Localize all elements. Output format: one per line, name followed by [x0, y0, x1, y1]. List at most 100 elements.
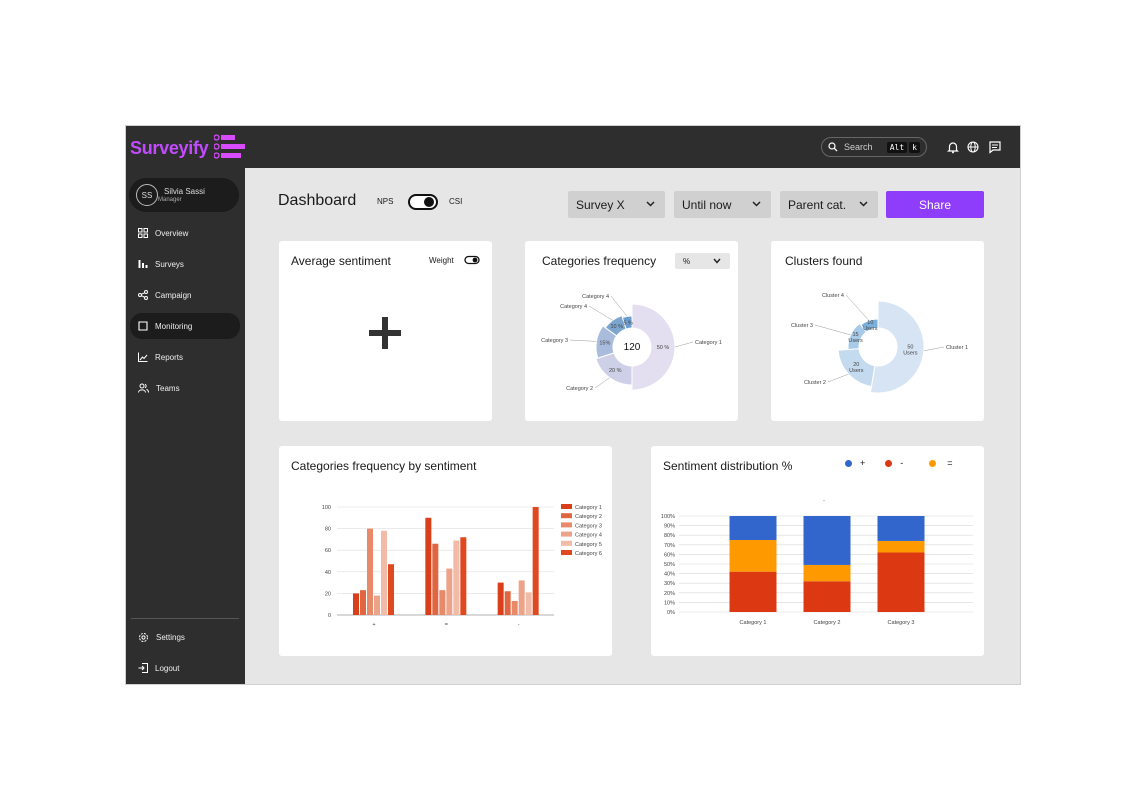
category-select-value: Parent cat. — [788, 197, 847, 212]
categories-frequency-donut: 50 % Category 1 20 % Category 2 15% Category … — [541, 294, 722, 392]
sidebar-item-overview[interactable]: Overview — [130, 220, 240, 246]
share-button[interactable]: Share — [886, 191, 984, 218]
weight-toggle[interactable] — [464, 255, 480, 265]
kbd-k: k — [909, 141, 920, 153]
x-tick-label: = — [445, 622, 448, 628]
sidebar-item-campaign[interactable]: Campaign — [130, 282, 240, 308]
legend-label: Category 3 — [575, 523, 602, 529]
kbd-alt: Alt — [886, 141, 908, 153]
y-tick-label: 0% — [667, 610, 675, 616]
sidebar-item-logout[interactable]: Logout — [130, 655, 240, 681]
survey-select[interactable]: Survey X — [568, 191, 665, 218]
donut-value-label: 50 % — [657, 345, 670, 351]
avatar: SS — [136, 184, 158, 206]
sidebar-item-monitoring[interactable]: Monitoring — [130, 313, 240, 339]
bell-icon[interactable] — [946, 140, 960, 154]
search-icon — [828, 142, 838, 152]
bar — [525, 592, 532, 615]
period-select[interactable]: Until now — [674, 191, 771, 218]
categories-frequency-by-sentiment-card: Categories frequency by sentiment 0 20 40 6… — [279, 446, 612, 656]
bar — [532, 507, 539, 615]
clusters-found-card: Clusters found 50 Users Cluster 1 20 Users Cl… — [771, 241, 984, 421]
categories-frequency-card: Categories frequency % 50 % Category 1 20 … — [525, 241, 738, 421]
donut-category-label: Cluster 4 — [822, 293, 844, 299]
legend-swatch — [561, 531, 572, 537]
sidebar-item-teams[interactable]: Teams — [130, 375, 240, 401]
donut-category-label: Cluster 1 — [946, 345, 968, 351]
legend-swatch — [561, 522, 572, 528]
stacked-bar-segment — [803, 564, 851, 582]
card-title: Categories frequency by sentiment — [291, 459, 477, 473]
card-title: Categories frequency — [542, 254, 657, 268]
sidebar-item-surveys[interactable]: Surveys — [130, 251, 240, 277]
y-tick-label: 0 — [328, 613, 331, 619]
y-tick-label: 70% — [664, 543, 675, 549]
bar — [360, 590, 366, 615]
donut-value-label: 15 — [853, 332, 859, 338]
user-profile[interactable]: SS Silvia Sassi Manager — [129, 178, 239, 212]
donut-leader-line — [588, 305, 613, 321]
user-role: Manager — [158, 197, 182, 203]
legend-label: Category 4 — [575, 533, 602, 539]
bar — [353, 593, 359, 615]
search-input[interactable]: Search Alt k — [821, 137, 927, 157]
y-tick-label: 20% — [664, 591, 675, 597]
bar — [511, 600, 518, 615]
bar — [497, 582, 504, 615]
unit-select-value: % — [683, 256, 691, 266]
sidebar-item-label: Monitoring — [155, 321, 193, 331]
bar — [453, 540, 460, 615]
message-icon[interactable] — [988, 140, 1002, 154]
legend-dot-neutral — [929, 459, 937, 467]
bar — [432, 543, 439, 615]
bar — [446, 568, 453, 615]
monitor-icon — [138, 321, 148, 331]
chevron-down-icon — [646, 201, 655, 207]
average-sentiment-card: Average sentiment Weight — [279, 241, 492, 421]
donut-category-label: Category 4 — [582, 294, 609, 300]
sidebar-item-label: Settings — [156, 632, 185, 642]
sidebar: SS Silvia Sassi Manager Overview Surveys… — [126, 168, 245, 684]
app-window: Surveyify Search Alt k SS Silvia Sassi — [126, 126, 1020, 684]
sidebar-item-label: Logout — [155, 663, 180, 673]
grid-icon — [138, 228, 148, 238]
donut-value-label: 10 % — [610, 324, 623, 330]
donut-slice — [621, 315, 633, 330]
legend-swatch — [561, 550, 572, 555]
add-widget-button[interactable] — [363, 311, 407, 355]
legend-swatch — [561, 513, 572, 519]
stacked-bar-segment — [877, 540, 925, 553]
stray-label: . — [823, 496, 825, 503]
donut-category-label: Category 2 — [566, 386, 593, 392]
y-tick-label: 30% — [664, 581, 675, 587]
main-content: Dashboard NPS CSI Survey X Until now Par… — [245, 168, 1020, 684]
sidebar-item-label: Overview — [155, 228, 189, 238]
bar — [460, 537, 467, 615]
x-tick-label: + — [372, 622, 375, 628]
card-title: Average sentiment — [291, 254, 391, 268]
sidebar-item-label: Campaign — [155, 290, 192, 300]
stacked-bar-segment — [803, 516, 851, 565]
globe-icon[interactable] — [966, 140, 980, 154]
donut-value-label: 5 % — [623, 320, 633, 326]
sidebar-item-settings[interactable]: Settings — [130, 624, 240, 650]
card-title: Sentiment distribution % — [663, 459, 793, 473]
y-tick-label: 100 — [322, 505, 331, 511]
nps-csi-toggle[interactable] — [408, 194, 438, 210]
period-select-value: Until now — [682, 197, 732, 212]
y-tick-label: 40% — [664, 572, 675, 578]
category-select[interactable]: Parent cat. — [780, 191, 878, 218]
y-tick-label: 80% — [664, 533, 675, 539]
donut-value-label: Users — [863, 326, 878, 332]
bars-icon — [138, 260, 148, 268]
donut-value-label: Users — [903, 351, 918, 357]
logo[interactable]: Surveyify — [130, 134, 246, 162]
sidebar-item-reports[interactable]: Reports — [130, 344, 240, 370]
sentiment-distribution-card: Sentiment distribution % + - = . 0% 10% 20… — [651, 446, 984, 656]
unit-select[interactable]: % — [675, 253, 730, 269]
donut-slice — [837, 348, 876, 388]
user-name: Silvia Sassi — [164, 187, 205, 196]
sentiment-bar-chart: 0 20 40 60 80 100 + = - Category 1 Category 2 Categ… — [322, 504, 602, 628]
x-tick-label: - — [518, 622, 520, 628]
